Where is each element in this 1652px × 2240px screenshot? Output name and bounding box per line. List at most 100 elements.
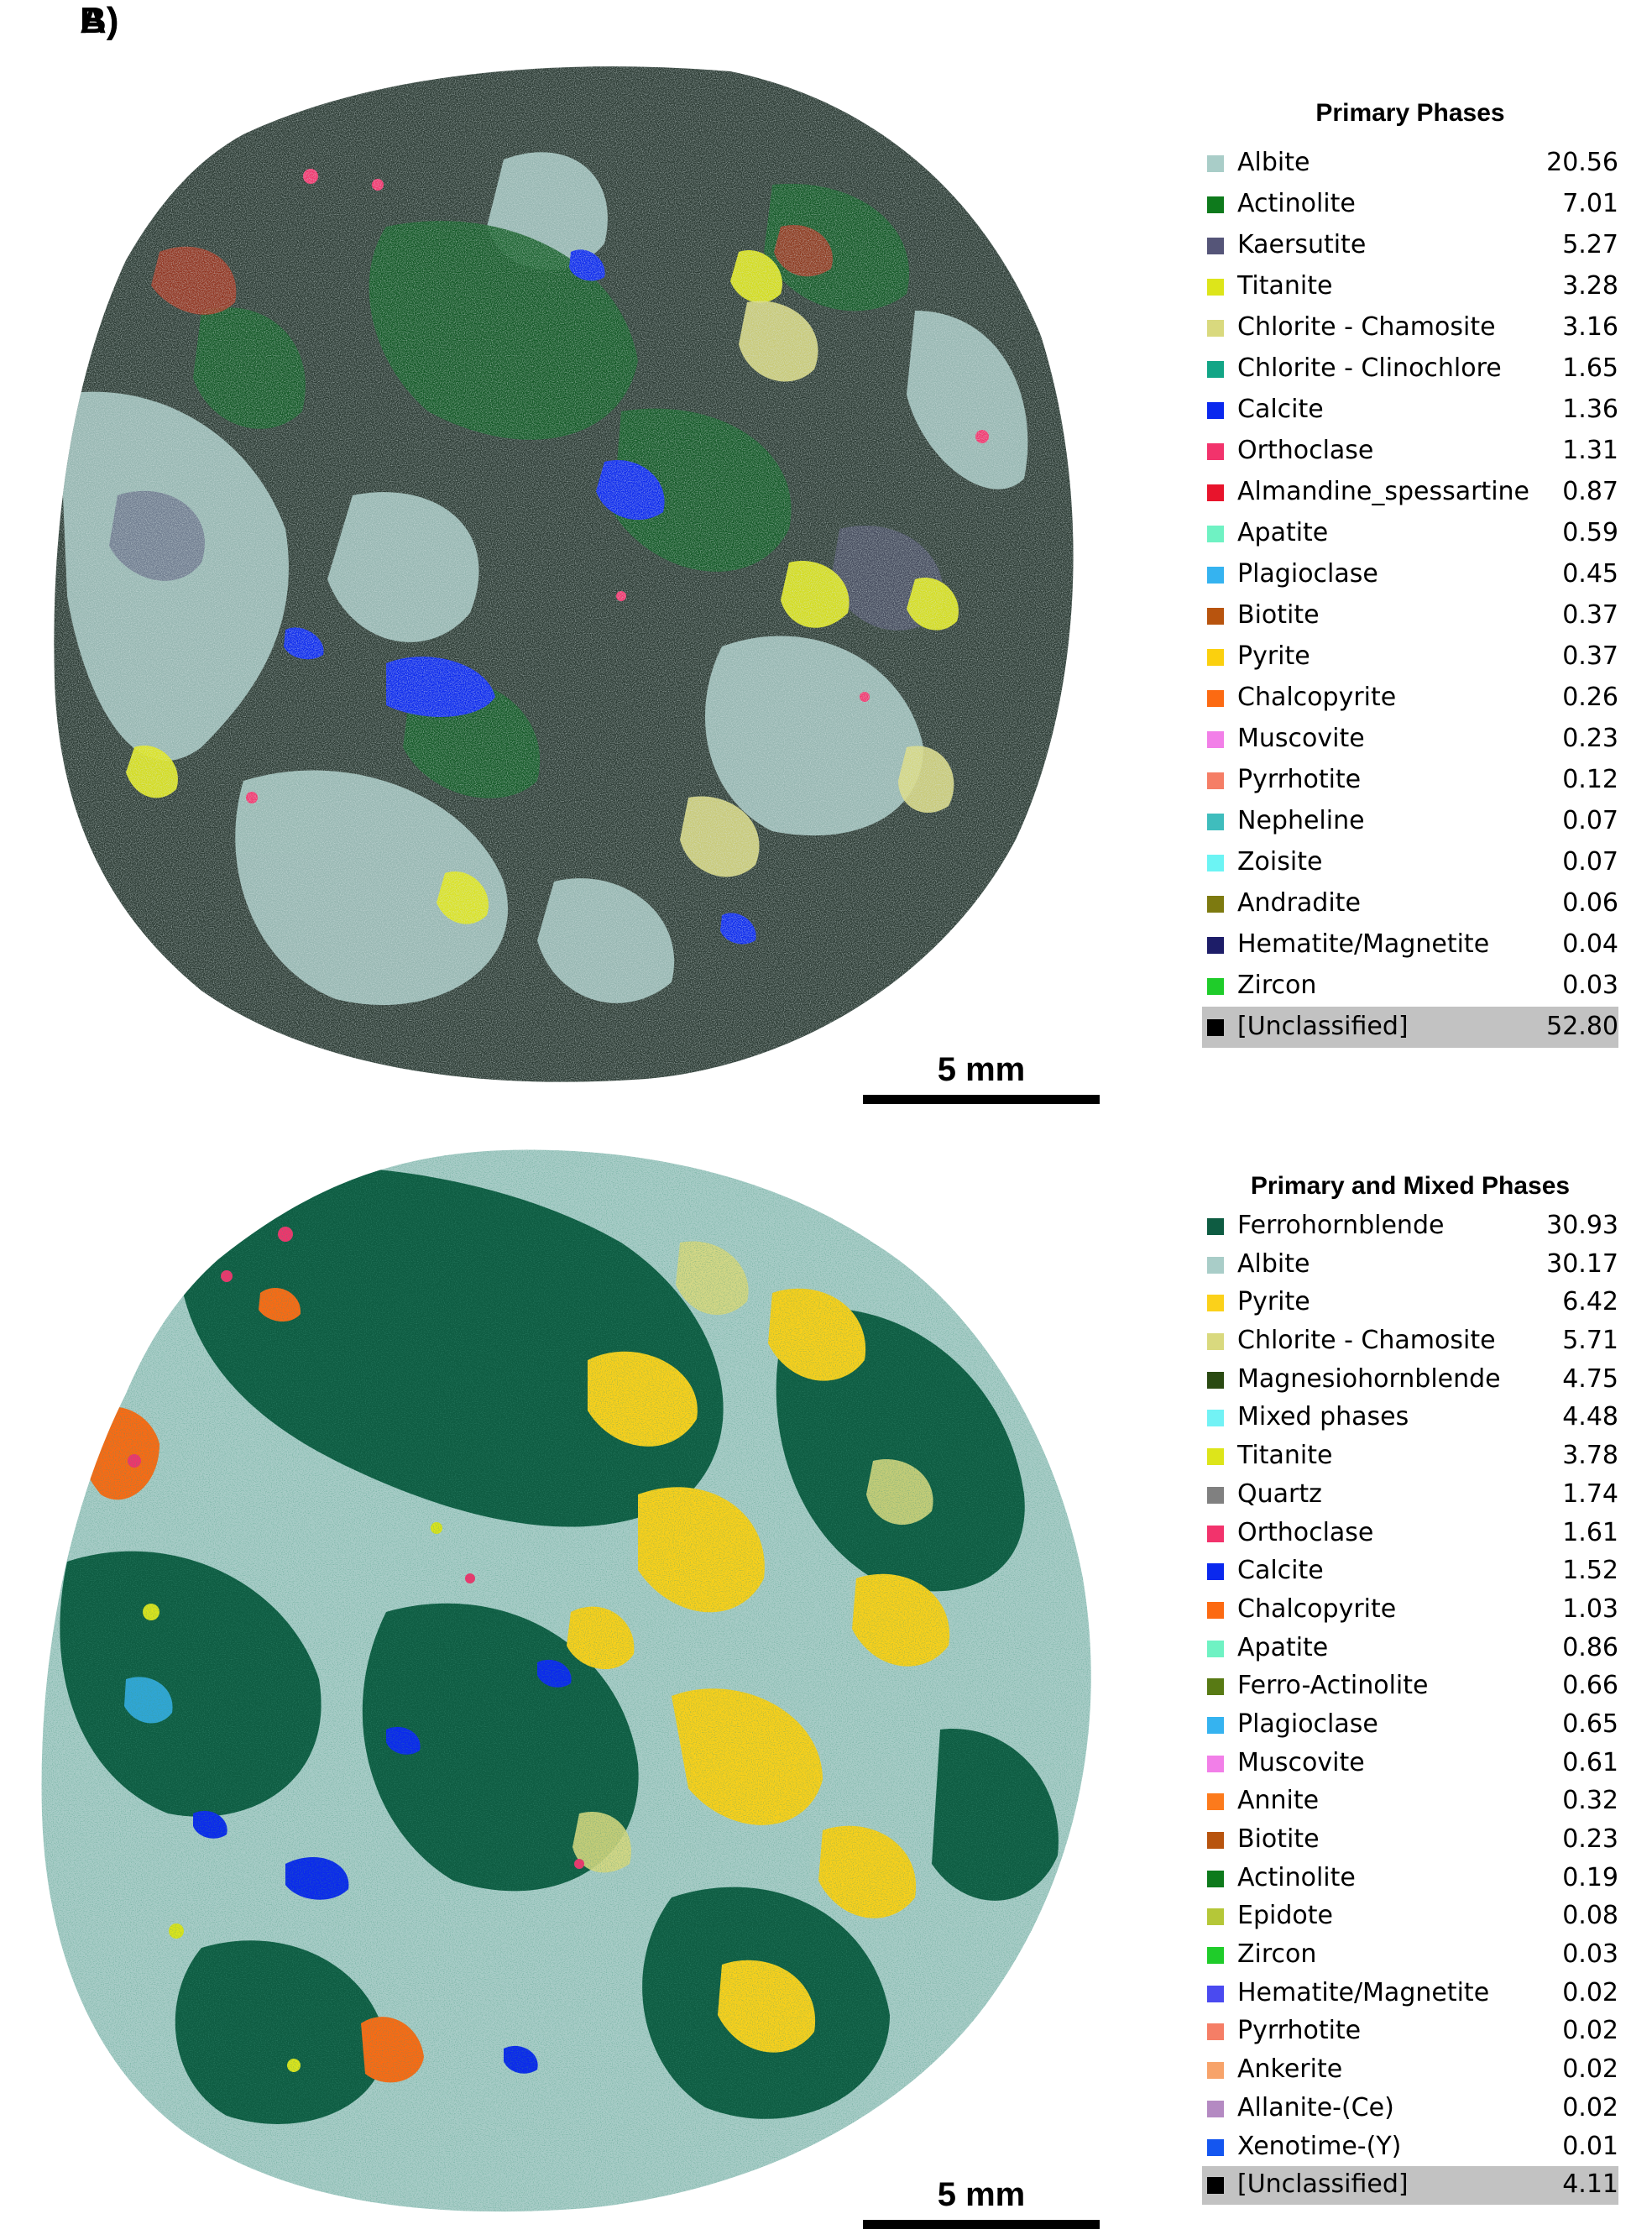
legend-item-value: 5.71 (1562, 1326, 1618, 1356)
legend-b: Primary and Mixed Phases Ferrohornblende… (1202, 1172, 1618, 2205)
legend-item-value: 1.52 (1562, 1556, 1618, 1586)
legend-item: Ankerite 0.02 (1202, 2051, 1618, 2090)
legend-item-name: Epidote (1237, 1901, 1333, 1931)
legend-item-name: Plagioclase (1237, 1709, 1378, 1739)
legend-swatch (1207, 443, 1224, 460)
phase-map-b (41, 1149, 1091, 2212)
legend-item: Kaersutite 5.27 (1202, 225, 1618, 266)
legend-swatch (1207, 361, 1224, 378)
legend-item-value: 0.65 (1562, 1709, 1618, 1739)
panel-a-label: A) (80, 0, 119, 41)
legend-item-value: 1.74 (1562, 1479, 1618, 1509)
legend-item-value: 1.61 (1562, 1517, 1618, 1547)
legend-item-name: Ferro-Actinolite (1237, 1671, 1429, 1701)
legend-swatch (1207, 526, 1224, 542)
legend-item-value: 0.61 (1562, 1747, 1618, 1777)
legend-item: Ferrohornblende 30.93 (1202, 1207, 1618, 1246)
legend-swatch (1207, 196, 1224, 213)
legend-item-value: 0.66 (1562, 1671, 1618, 1701)
legend-swatch (1207, 731, 1224, 748)
legend-a-title: Primary Phases (1315, 99, 1505, 127)
legend-item: Calcite 1.52 (1202, 1552, 1618, 1591)
legend-item-name: Chalcopyrite (1237, 1594, 1397, 1624)
legend-item: Muscovite 0.61 (1202, 1745, 1618, 1783)
scale-bar-b: 5 mm (863, 2166, 1100, 2229)
legend-item-value: 0.12 (1562, 765, 1618, 794)
legend-item-value: 20.56 (1546, 148, 1618, 177)
legend-item: Calcite 1.36 (1202, 390, 1618, 431)
legend-swatch (1207, 896, 1224, 913)
scale-bar-b-label: 5 mm (937, 2176, 1026, 2213)
legend-item-value: 4.11 (1562, 2169, 1618, 2200)
legend-item-name: Calcite (1237, 1556, 1324, 1586)
legend-item-value: 0.23 (1562, 1824, 1618, 1854)
legend-swatch (1207, 1601, 1224, 1619)
legend-item-name: Muscovite (1237, 724, 1365, 753)
legend-item-name: Actinolite (1237, 189, 1356, 218)
legend-swatch (1207, 567, 1224, 584)
legend-swatch (1207, 2138, 1224, 2156)
legend-item-value: 0.03 (1562, 1939, 1618, 1970)
legend-item-value: 0.23 (1562, 724, 1618, 753)
legend-item-name: Ankerite (1237, 2054, 1343, 2085)
legend-item: Muscovite 0.23 (1202, 719, 1618, 760)
legend-item-name: Titanite (1237, 271, 1333, 301)
legend-item: Annite 0.32 (1202, 1782, 1618, 1821)
legend-item-value: 6.42 (1562, 1287, 1618, 1317)
panel-b-label: B) (80, 0, 119, 41)
legend-swatch (1207, 1678, 1224, 1696)
legend-item-value: 3.16 (1562, 312, 1618, 342)
legend-swatch (1207, 1256, 1224, 1274)
legend-item: Plagioclase 0.65 (1202, 1706, 1618, 1745)
legend-item: Pyrrhotite 0.02 (1202, 2012, 1618, 2051)
legend-item-name: Ferrohornblende (1237, 1211, 1445, 1240)
legend-item-value: 0.59 (1562, 518, 1618, 547)
legend-item-value: 30.93 (1546, 1211, 1618, 1240)
legend-item: Pyrite 6.42 (1202, 1284, 1618, 1322)
legend-item: Zoisite 0.07 (1202, 842, 1618, 883)
legend-item: Magnesiohornblende 4.75 (1202, 1361, 1618, 1400)
legend-item-value: 0.02 (1562, 1977, 1618, 2007)
legend-item: Chlorite - Clinochlore 1.65 (1202, 348, 1618, 390)
legend-swatch (1207, 1371, 1224, 1389)
legend-item-value: 1.03 (1562, 1594, 1618, 1624)
legend-item-name: Quartz (1237, 1479, 1322, 1509)
legend-item-name: Chlorite - Chamosite (1237, 312, 1496, 342)
legend-swatch (1207, 484, 1224, 501)
legend-swatch (1207, 937, 1224, 954)
legend-item-name: Nepheline (1237, 806, 1365, 835)
legend-item: Biotite 0.37 (1202, 595, 1618, 636)
legend-swatch (1207, 608, 1224, 625)
legend-swatch (1207, 2100, 1224, 2117)
legend-a-items: Albite 20.56 Actinolite 7.01 Kaersutite 5.27 T… (1202, 143, 1618, 1048)
legend-item-value: 0.32 (1562, 1786, 1618, 1816)
legend-item-value: 0.02 (1562, 2092, 1618, 2122)
legend-item-value: 52.80 (1546, 1012, 1618, 1041)
legend-item-value: 0.02 (1562, 2054, 1618, 2085)
legend-item-name: [Unclassified] (1237, 1012, 1409, 1041)
legend-item-value: 0.03 (1562, 971, 1618, 1000)
legend-b-items: Ferrohornblende 30.93 Albite 30.17 Pyrite 6.4… (1202, 1207, 1618, 2205)
legend-item-name: Apatite (1237, 1632, 1329, 1662)
legend-item-name: Plagioclase (1237, 559, 1378, 589)
legend-item-value: 0.04 (1562, 929, 1618, 959)
legend-item: Titanite 3.78 (1202, 1437, 1618, 1476)
legend-item: Chalcopyrite 1.03 (1202, 1591, 1618, 1630)
legend-item: Hematite/Magnetite 0.04 (1202, 924, 1618, 966)
legend-item-value: 30.17 (1546, 1248, 1618, 1279)
legend-item-value: 0.02 (1562, 2016, 1618, 2046)
legend-item: Allanite-(Ce) 0.02 (1202, 2090, 1618, 2128)
legend-swatch (1207, 1755, 1224, 1772)
legend-item-name: Biotite (1237, 600, 1320, 630)
legend-swatch (1207, 2023, 1224, 2041)
legend-swatch (1207, 1218, 1224, 1235)
legend-swatch (1207, 978, 1224, 995)
legend-item: Pyrrhotite 0.12 (1202, 760, 1618, 801)
legend-item: Titanite 3.28 (1202, 266, 1618, 307)
legend-item: Apatite 0.86 (1202, 1630, 1618, 1668)
legend-item: Andradite 0.06 (1202, 883, 1618, 924)
legend-item-value: 3.28 (1562, 271, 1618, 301)
legend-item-name: Orthoclase (1237, 1517, 1374, 1547)
legend-item-name: Kaersutite (1237, 230, 1367, 259)
legend-swatch (1207, 1019, 1224, 1036)
